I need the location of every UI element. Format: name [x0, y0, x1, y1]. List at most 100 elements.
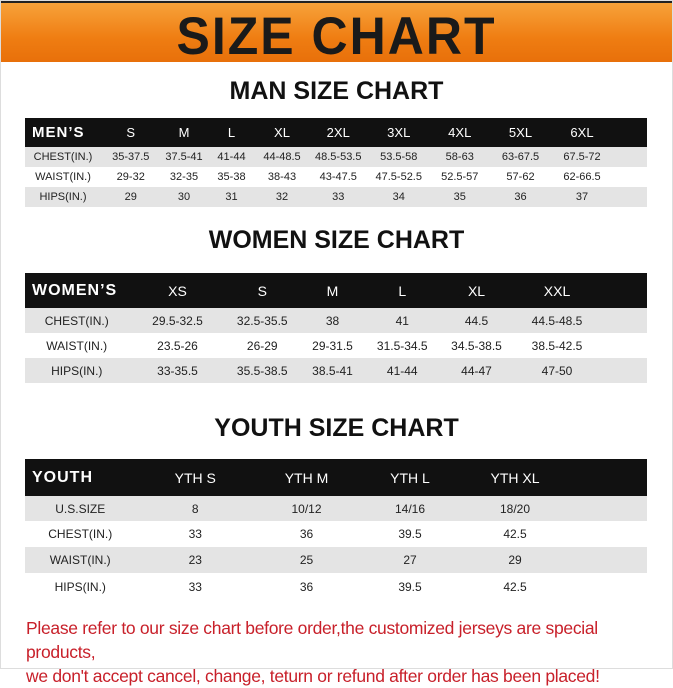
- table-cell: 43-47.5: [319, 171, 357, 183]
- table-row: HIPS(IN.) 29 30 31 32 33 34 35 36 37: [25, 187, 647, 207]
- table-cell: 44-48.5: [263, 151, 301, 163]
- table-cell: 32-35: [169, 171, 199, 183]
- table-row: CHEST(IN.) 35-37.5 37.5-41 41-44 44-48.5 48.5…: [25, 147, 647, 167]
- men-chart-title: MAN SIZE CHART: [229, 77, 444, 105]
- table-cell: 10/12: [291, 501, 322, 516]
- size-header-cell: XS: [168, 282, 187, 299]
- table-cell: 39.5: [398, 579, 422, 594]
- measurement-label: HIPS(IN.): [39, 191, 87, 203]
- table-cell: 38-43: [267, 171, 297, 183]
- banner: SIZE CHART: [0, 0, 673, 65]
- table-cell: 35: [453, 191, 466, 203]
- table-cell: 30: [177, 191, 191, 203]
- table-cell: 37: [575, 191, 589, 203]
- table-cell: 58-63: [445, 151, 474, 163]
- table-cell: 35.5-38.5: [236, 363, 288, 378]
- table-title-cell: YOUTH: [32, 468, 93, 486]
- table-cell: 33: [188, 579, 202, 594]
- measurement-label: HIPS(IN.): [54, 579, 106, 594]
- table-cell: 29: [508, 553, 522, 567]
- youth-size-table: YOUTH YTH S YTH M YTH L YTH XL U.S.SIZE 8 10/12…: [25, 459, 647, 600]
- measurement-label: U.S.SIZE: [55, 501, 106, 516]
- table-cell: 53.5-58: [380, 151, 418, 163]
- order-notice: Please refer to our size chart before or…: [26, 616, 666, 688]
- table-cell: 44.5: [464, 313, 489, 328]
- size-header-cell: XL: [467, 282, 486, 299]
- table-header-row: MEN’S S M L XL 2XL 3XL 4XL 5XL 6XL: [25, 118, 647, 147]
- table-row: CHEST(IN.) 33 36 39.5 42.5: [25, 521, 647, 547]
- measurement-label: WAIST(IN.): [35, 171, 91, 183]
- table-cell: 42.5: [503, 579, 527, 594]
- table-cell: 27: [403, 553, 417, 567]
- table-cell: 32: [275, 191, 289, 203]
- table-cell: 44.5-48.5: [531, 313, 583, 328]
- table-cell: 29-31.5: [312, 338, 353, 353]
- table-cell: 42.5: [503, 527, 527, 541]
- table-cell: 41-44: [217, 151, 246, 163]
- table-title-cell: WOMEN’S: [32, 281, 118, 299]
- table-cell: 47-50: [541, 363, 573, 378]
- table-cell: 57-62: [506, 171, 535, 183]
- table-cell: 62-66.5: [563, 171, 601, 183]
- table-cell: 47.5-52.5: [375, 171, 422, 183]
- table-cell: 52.5-57: [441, 171, 479, 183]
- table-cell: 32.5-35.5: [236, 313, 288, 328]
- table-cell: 33-35.5: [157, 363, 198, 378]
- table-row: CHEST(IN.) 29.5-32.5 32.5-35.5 38 41 44.5 44.5…: [25, 308, 647, 333]
- size-header-cell: 5XL: [508, 125, 533, 140]
- table-cell: 23.5-26: [157, 338, 198, 353]
- size-header-cell: L: [227, 125, 236, 140]
- women-size-table: WOMEN’S XS S M L XL XXL CHEST(IN.) 29.5-32.5 32.5…: [25, 273, 647, 383]
- measurement-label: HIPS(IN.): [51, 363, 103, 378]
- size-header-cell: YTH XL: [490, 469, 540, 486]
- notice-line-2: we don't accept cancel, change, teturn o…: [26, 666, 600, 686]
- table-cell: 37.5-41: [165, 151, 203, 163]
- table-cell: 35-38: [217, 171, 246, 183]
- table-title-cell: MEN’S: [32, 124, 85, 141]
- table-cell: 29.5-32.5: [152, 313, 203, 328]
- table-row: U.S.SIZE 8 10/12 14/16 18/20: [25, 496, 647, 521]
- notice-line-1: Please refer to our size chart before or…: [26, 618, 598, 662]
- table-cell: 31.5-34.5: [376, 338, 428, 353]
- table-row: WAIST(IN.) 23 25 27 29: [25, 547, 647, 573]
- table-cell: 36: [299, 579, 314, 594]
- measurement-label: CHEST(IN.): [44, 313, 109, 328]
- table-row: HIPS(IN.) 33-35.5 35.5-38.5 38.5-41 41-44 44-…: [25, 358, 647, 383]
- table-cell: 41-44: [386, 363, 418, 378]
- banner-title: SIZE CHART: [176, 6, 497, 66]
- youth-chart-title: YOUTH SIZE CHART: [214, 414, 459, 442]
- table-cell: 14/16: [394, 501, 426, 516]
- table-row: HIPS(IN.) 33 36 39.5 42.5: [25, 573, 647, 600]
- table-cell: 33: [188, 527, 202, 541]
- table-cell: 67.5-72: [563, 151, 601, 163]
- size-header-cell: S: [257, 282, 267, 299]
- measurement-label: WAIST(IN.): [49, 553, 111, 567]
- size-header-cell: L: [398, 282, 407, 299]
- size-header-cell: YTH M: [284, 469, 329, 486]
- table-cell: 29-32: [116, 171, 145, 183]
- men-size-table: MEN’S S M L XL 2XL 3XL 4XL 5XL 6XL CHEST(IN.) 35-37…: [25, 118, 647, 207]
- size-header-cell: YTH S: [174, 469, 216, 486]
- table-cell: 29: [124, 191, 137, 203]
- table-row: WAIST(IN.) 29-32 32-35 35-38 38-43 43-47.5 47.…: [25, 167, 647, 187]
- table-cell: 34.5-38.5: [451, 338, 502, 353]
- size-header-cell: 6XL: [570, 125, 594, 140]
- size-header-cell: M: [326, 282, 339, 299]
- table-cell: 41: [395, 313, 409, 328]
- measurement-label: CHEST(IN.): [48, 527, 113, 541]
- women-chart-title: WOMEN SIZE CHART: [208, 226, 465, 254]
- table-cell: 44-47: [461, 363, 492, 378]
- table-cell: 38: [325, 313, 340, 328]
- size-header-cell: XXL: [543, 282, 571, 299]
- size-header-cell: M: [178, 125, 190, 140]
- table-cell: 31: [225, 191, 238, 203]
- table-cell: 33: [332, 191, 345, 203]
- table-row: WAIST(IN.) 23.5-26 26-29 29-31.5 31.5-34.5 34…: [25, 333, 647, 358]
- size-header-cell: 4XL: [448, 125, 472, 140]
- table-cell: 18/20: [499, 501, 531, 516]
- size-header-cell: YTH L: [390, 469, 430, 486]
- size-header-cell: XL: [274, 125, 290, 140]
- table-cell: 63-67.5: [501, 151, 540, 163]
- measurement-label: WAIST(IN.): [46, 338, 108, 353]
- table-cell: 36: [514, 191, 527, 203]
